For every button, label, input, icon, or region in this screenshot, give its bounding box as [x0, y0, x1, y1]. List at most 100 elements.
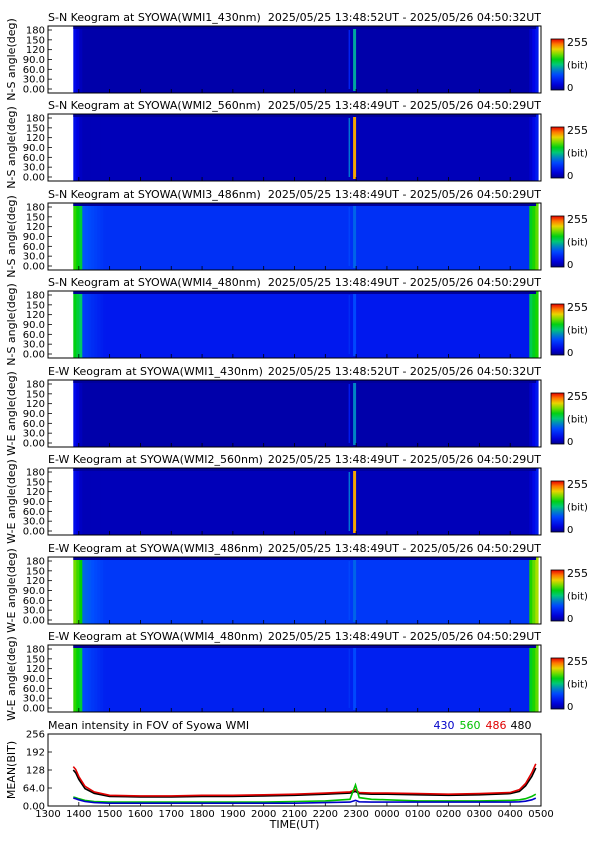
- keogram-column: [364, 114, 368, 181]
- keogram-column: [274, 645, 278, 712]
- keogram-column: [139, 645, 143, 712]
- keogram-column: [436, 203, 440, 270]
- keogram-column: [403, 203, 407, 270]
- y-axis-label: W-E angle(deg): [5, 636, 18, 721]
- keogram-column: [433, 203, 437, 270]
- keogram-column: [253, 203, 257, 270]
- y-tick-label: 90.0: [23, 586, 45, 597]
- keogram-column: [241, 468, 245, 535]
- keogram-column: [160, 380, 164, 447]
- keogram-column: [337, 26, 341, 93]
- keogram-column: [190, 26, 194, 93]
- keogram-column: [112, 114, 116, 181]
- keogram-column: [403, 557, 407, 624]
- keogram-column: [118, 557, 122, 624]
- keogram-column: [160, 645, 164, 712]
- keogram-column: [415, 645, 419, 712]
- keogram-column: [205, 468, 209, 535]
- keogram-column: [520, 291, 524, 358]
- keogram-column: [367, 203, 371, 270]
- keogram-column: [235, 557, 239, 624]
- keogram-column: [136, 557, 140, 624]
- keogram-column: [430, 203, 434, 270]
- keogram-column: [412, 203, 416, 270]
- series-line-480: [72, 767, 537, 798]
- keogram-column: [370, 114, 374, 181]
- keogram-column: [511, 468, 515, 535]
- y-tick-label: 0.00: [23, 616, 45, 627]
- y-tick-label: 150: [26, 566, 45, 577]
- keogram-column: [211, 557, 215, 624]
- keogram-column: [220, 114, 224, 181]
- keogram-column: [292, 291, 296, 358]
- keogram-column: [481, 291, 485, 358]
- keogram-column: [508, 557, 512, 624]
- keogram-column: [331, 468, 335, 535]
- keogram-column: [298, 291, 302, 358]
- keogram-column: [133, 380, 137, 447]
- aurora-arc: [353, 470, 357, 533]
- keogram-column: [529, 380, 533, 447]
- keogram-column: [82, 468, 86, 535]
- keogram-column: [406, 468, 410, 535]
- keogram-column: [130, 380, 134, 447]
- keogram-column: [199, 114, 203, 181]
- keogram-column: [322, 645, 326, 712]
- keogram-column: [493, 291, 497, 358]
- keogram-column: [85, 114, 89, 181]
- keogram-column: [319, 557, 323, 624]
- keogram-column: [169, 26, 173, 93]
- keogram-column: [397, 468, 401, 535]
- keogram-column: [115, 557, 119, 624]
- keogram-column: [196, 26, 200, 93]
- keogram-column: [448, 203, 452, 270]
- keogram-column: [481, 26, 485, 93]
- keogram-column: [247, 557, 251, 624]
- keogram-column: [499, 557, 503, 624]
- keogram-column: [127, 26, 131, 93]
- keogram-column: [73, 203, 77, 270]
- keogram-column: [391, 114, 395, 181]
- keogram-column: [151, 468, 155, 535]
- keogram-column: [199, 645, 203, 712]
- keogram-column: [313, 26, 317, 93]
- keogram-column: [190, 291, 194, 358]
- keogram-column: [340, 26, 344, 93]
- keogram-column: [403, 380, 407, 447]
- keogram-column: [316, 114, 320, 181]
- x-tick-label: 0200: [436, 809, 461, 820]
- keogram-column: [208, 114, 212, 181]
- keogram-column: [499, 291, 503, 358]
- keogram-column: [433, 557, 437, 624]
- keogram-column: [124, 645, 128, 712]
- keogram-column: [358, 203, 362, 270]
- keogram-column: [298, 645, 302, 712]
- x-tick-label: 0500: [528, 809, 553, 820]
- y-axis-label: N-S angle(deg): [5, 18, 18, 101]
- keogram-column: [163, 26, 167, 93]
- keogram-column: [178, 557, 182, 624]
- keogram-column: [430, 114, 434, 181]
- keogram-column: [370, 26, 374, 93]
- keogram-column: [94, 645, 98, 712]
- legend-entry: 560: [460, 719, 481, 732]
- keogram-column: [277, 380, 281, 447]
- keogram-column: [469, 114, 473, 181]
- keogram-column: [508, 645, 512, 712]
- keogram-column: [517, 557, 521, 624]
- keogram-column: [325, 26, 329, 93]
- keogram-column: [379, 645, 383, 712]
- keogram-column: [445, 557, 449, 624]
- keogram-column: [481, 380, 485, 447]
- keogram-column: [295, 468, 299, 535]
- keogram-column: [382, 557, 386, 624]
- keogram-column: [424, 380, 428, 447]
- keogram-column: [463, 380, 467, 447]
- keogram-column: [508, 203, 512, 270]
- keogram-column: [424, 26, 428, 93]
- keogram-column: [253, 380, 257, 447]
- keogram-column: [340, 380, 344, 447]
- keogram-column: [517, 203, 521, 270]
- keogram-column: [256, 468, 260, 535]
- y-tick-label: 120: [26, 310, 45, 321]
